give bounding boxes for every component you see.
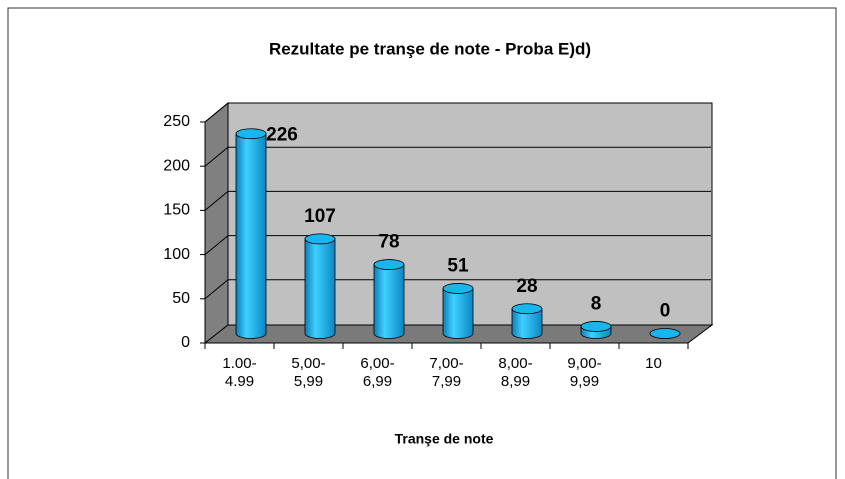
x-tick-label: 10 [645,355,662,372]
y-tick-label: 200 [163,157,190,174]
bar-cap [649,328,681,339]
bar [235,133,267,339]
x-tick-label: 5,00- 5,99 [291,355,326,390]
grid-line-side [204,191,229,211]
bar-cap [511,303,543,315]
bar-cap [580,321,612,332]
y-tick-label: 150 [163,202,190,219]
side-wall [204,101,229,345]
x-tick-label: 9,00- 9,99 [567,355,602,390]
x-tick-label: 1.00- 4.99 [222,355,257,390]
bar-cap [235,128,267,140]
value-label: 0 [660,301,671,322]
value-label: 51 [447,255,469,276]
grid-line-side [204,279,229,300]
bar-cap [373,259,405,270]
grid-line-side [204,102,229,123]
value-label: 78 [378,232,399,253]
bar [511,308,543,339]
bar-cap [442,283,474,294]
y-tick-label: 100 [163,246,190,263]
value-label: 8 [591,293,602,314]
value-label: 107 [304,206,336,227]
x-tick-label: 6,00- 6,99 [360,355,395,390]
bar [373,264,405,339]
x-tick-label: 8,00- 8,99 [498,355,533,390]
bar [442,288,474,339]
y-tick-label: 0 [181,334,190,351]
grid-line-side [204,146,229,167]
chart-title: Rezultate pe tranşe de note - Proba E)d) [269,39,591,58]
x-tick-label: 7,00- 7,99 [429,355,464,390]
bar [304,238,336,339]
y-tick-label: 250 [163,113,190,130]
y-tick-label: 50 [172,290,190,307]
value-label: 28 [516,276,537,297]
frame [7,7,837,479]
bar-cap [304,233,336,245]
value-label: 226 [266,125,298,146]
x-axis-label: Tranşe de note [395,431,494,447]
grid-line-side [204,235,229,255]
